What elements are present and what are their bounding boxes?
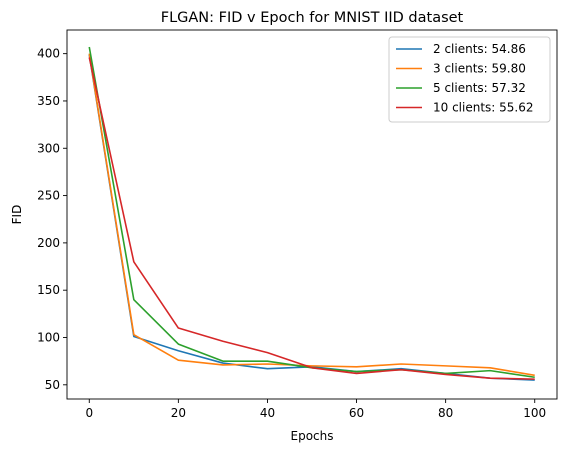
- x-tick-label: 100: [523, 406, 546, 420]
- x-axis-label: Epochs: [291, 429, 334, 443]
- y-tick-label: 150: [37, 283, 60, 297]
- y-tick-label: 300: [37, 141, 60, 155]
- y-tick-label: 350: [37, 94, 60, 108]
- y-axis: 50 100 150 200 250 300 350 400: [37, 47, 67, 392]
- y-tick-label: 100: [37, 331, 60, 345]
- series-line-2: [88, 53, 535, 377]
- y-axis-label: FID: [10, 205, 24, 225]
- x-tick-label: 20: [171, 406, 186, 420]
- plot-area: [88, 46, 535, 381]
- y-tick-label: 400: [37, 47, 60, 61]
- x-axis: 0 20 40 60 80 100: [85, 399, 546, 420]
- legend-box: [388, 36, 551, 123]
- chart-title: FLGAN: FID v Epoch for MNIST IID dataset: [161, 10, 464, 26]
- x-tick-label: 80: [438, 406, 453, 420]
- legend-entry-4: 10 clients: 55.62: [433, 101, 534, 115]
- legend-entry-2: 3 clients: 59.80: [433, 62, 526, 76]
- y-tick-label: 50: [45, 378, 60, 392]
- legend: 2 clients: 54.86 3 clients: 59.80 5 client…: [388, 36, 551, 123]
- plot-frame: [66, 29, 558, 400]
- x-tick-label: 60: [349, 406, 364, 420]
- x-tick-label: 0: [85, 406, 93, 420]
- y-tick-label: 200: [37, 236, 60, 250]
- y-tick-label: 250: [37, 189, 60, 203]
- legend-entry-1: 2 clients: 54.86: [433, 42, 526, 56]
- series-line-4: [88, 57, 535, 380]
- x-tick-label: 40: [260, 406, 275, 420]
- legend-entry-3: 5 clients: 57.32: [433, 81, 526, 95]
